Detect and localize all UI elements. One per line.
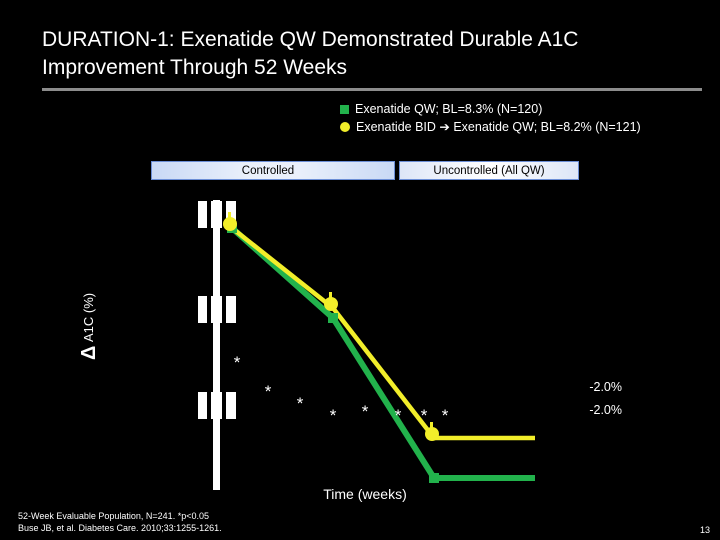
series-line-1 (230, 225, 535, 481)
title-divider (42, 88, 702, 91)
significance-star-3: * (297, 394, 304, 413)
y-tick-gap-right-1 (222, 201, 226, 228)
significance-star-4: * (330, 406, 337, 425)
significance-star-6: * (395, 406, 402, 425)
y-tick-gap-right-2 (222, 296, 226, 323)
footnote-reference: Buse JB, et al. Diabetes Care. 2010;33:1… (18, 523, 222, 533)
controlled-label: Controlled (241, 164, 295, 177)
y-tick-gap-left-1 (207, 201, 211, 228)
significance-star-8: * (442, 406, 449, 425)
y-tick-block-2 (198, 296, 236, 323)
series-1-point-2 (328, 313, 338, 323)
legend-item-qw: Exenatide QW; BL=8.3% (N=120) (340, 100, 641, 118)
slide-title: DURATION-1: Exenatide QW Demonstrated Du… (42, 28, 579, 79)
series-2-error-bar-2 (329, 292, 332, 304)
uncontrolled-label: Uncontrolled (All QW) (433, 164, 545, 177)
controlled-period-band: Controlled (151, 161, 395, 180)
legend-square-marker (340, 104, 349, 114)
series-2-error-bar-1 (228, 212, 231, 224)
y-tick-block-3 (198, 392, 236, 419)
series-1-point-3 (429, 473, 439, 483)
legend-circle-marker (340, 122, 350, 132)
legend-item-bid: Exenatide BID ➔ Exenatide QW; BL=8.2% (N… (340, 118, 641, 136)
chart-legend: Exenatide QW; BL=8.3% (N=120) Exenatide … (340, 100, 641, 136)
legend-label-bid: Exenatide BID ➔ Exenatide QW; BL=8.2% (N… (356, 120, 641, 134)
significance-star-5: * (362, 402, 369, 421)
series-line-2 (230, 226, 535, 441)
y-tick-gap-left-3 (207, 392, 211, 419)
y-tick-gap-left-2 (207, 296, 211, 323)
significance-star-2: * (265, 382, 272, 401)
significance-star-1: * (234, 353, 241, 372)
series-2-error-bar-3 (430, 422, 433, 434)
y-axis-line (213, 200, 220, 490)
end-label-2: -2.0% (589, 403, 622, 417)
end-label-1: -2.0% (589, 380, 622, 394)
footnote-population: 52-Week Evaluable Population, N=241. *p<… (18, 511, 209, 521)
x-axis-label: Time (weeks) (323, 486, 407, 502)
y-tick-gap-right-3 (222, 392, 226, 419)
significance-star-7: * (421, 406, 428, 425)
legend-label-qw: Exenatide QW; BL=8.3% (N=120) (355, 102, 543, 116)
uncontrolled-period-band: Uncontrolled (All QW) (399, 161, 579, 180)
slide-number: 13 (699, 525, 710, 535)
footnotes: 52-Week Evaluable Population, N=241. *p<… (18, 510, 222, 534)
